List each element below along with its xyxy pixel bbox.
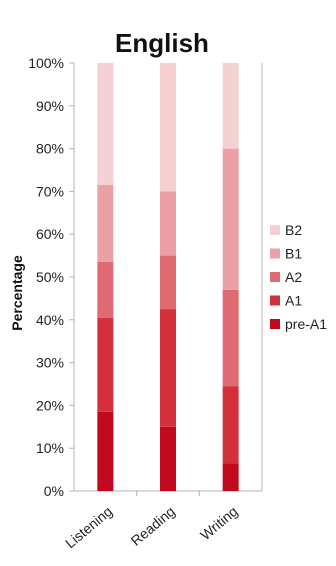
bar-segment-b1-reading <box>160 191 176 256</box>
x-tick-label: Writing <box>197 503 240 543</box>
legend-label-pre-a1: pre-A1 <box>285 316 327 332</box>
x-tick-label: Reading <box>128 503 178 549</box>
plot-area: 0% 10% 20% 30% 40% 50% 60% 70% 80% 90% 100% Listeni… <box>28 55 263 551</box>
y-tick-label: 60% <box>36 226 64 242</box>
legend-swatch-a1 <box>270 295 280 306</box>
legend-swatch-pre-a1 <box>270 319 280 329</box>
y-tick-label: 0% <box>44 483 64 499</box>
legend-swatch-a2 <box>270 272 280 282</box>
y-tick-label: 70% <box>36 183 64 199</box>
y-tick-label: 90% <box>36 98 64 114</box>
bar-segment-a2-writing <box>222 289 239 387</box>
y-tick-label: 40% <box>36 312 64 328</box>
bar-segment-pre-a1-listening <box>97 411 114 491</box>
y-tick-label: 80% <box>36 141 64 157</box>
y-tick-label: 100% <box>28 55 64 71</box>
bar-segment-b2-reading <box>160 63 176 192</box>
bar-segment-b1-writing <box>222 148 239 290</box>
legend: B2 B1 A2 A1 pre-A1 <box>270 222 327 332</box>
bar-segment-a2-listening <box>97 262 114 318</box>
bar-segment-b1-listening <box>97 184 114 263</box>
y-tick-label: 30% <box>36 355 64 371</box>
bar-segment-b2-listening <box>97 63 114 185</box>
y-axis-label: Percentage <box>9 255 25 331</box>
bar-segment-a2-reading <box>160 255 176 310</box>
bar-segment-a1-listening <box>97 317 114 412</box>
bar-segment-pre-a1-writing <box>222 463 239 491</box>
bar-segment-a1-reading <box>160 309 176 427</box>
chart-title: English <box>115 28 209 58</box>
legend-swatch-b2 <box>270 225 280 235</box>
legend-label-a2: A2 <box>285 269 302 285</box>
legend-label-b2: B2 <box>285 222 302 238</box>
x-tick-label: Listening <box>62 503 115 551</box>
legend-swatch-b1 <box>270 248 280 259</box>
bar-segment-a1-writing <box>222 386 239 464</box>
bar-segment-pre-a1-reading <box>160 426 176 491</box>
legend-label-b1: B1 <box>285 246 302 262</box>
legend-label-a1: A1 <box>285 293 302 309</box>
bar-segment-b2-writing <box>222 63 239 149</box>
y-tick-label: 20% <box>36 397 64 413</box>
y-tick-label: 50% <box>36 269 64 285</box>
y-tick-label: 10% <box>36 440 64 456</box>
